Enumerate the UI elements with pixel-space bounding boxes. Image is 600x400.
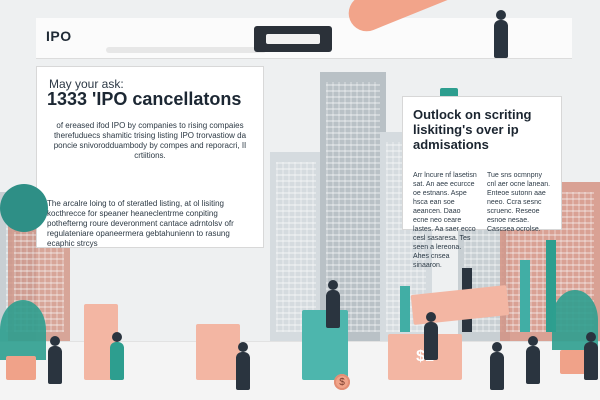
globe-icon <box>0 184 48 232</box>
panel-label: May your ask: <box>49 77 124 91</box>
decor-bar <box>400 286 410 332</box>
coin-icon: $ <box>334 374 350 390</box>
plant-pot <box>6 356 36 380</box>
decor-bar <box>546 240 556 332</box>
person-figure <box>526 336 540 384</box>
panel-paragraph: The arcalre loing to of steratled listin… <box>47 199 234 248</box>
person-figure <box>110 332 124 380</box>
person-figure <box>494 10 508 58</box>
page-title: IPO <box>46 28 72 44</box>
header-line <box>106 47 266 53</box>
left-info-panel: May your ask: 1333 'IPO cancellatons of … <box>36 66 264 248</box>
decor-block <box>302 310 348 380</box>
decor-bar <box>520 260 530 332</box>
right-info-panel: Outlock on scriting liskiting's over ip … <box>402 96 562 269</box>
panel-columns: Arr lncure nf lasetisn sat. An aee ecurc… <box>413 171 551 270</box>
panel-headline: 1333 'IPO cancellatons <box>47 89 242 109</box>
coin-label: $ <box>339 376 345 388</box>
person-figure <box>48 336 62 384</box>
decor-block <box>196 324 240 380</box>
person-figure <box>584 332 598 380</box>
binder-clip <box>254 26 332 52</box>
panel-column: Arr lncure nf lasetisn sat. An aee ecurc… <box>413 172 477 269</box>
person-figure <box>490 342 504 390</box>
person-figure <box>236 342 250 390</box>
person-figure <box>326 280 340 328</box>
panel-column: Tue sns ocmnpny cnl aer ocne lanean. Ent… <box>487 172 551 233</box>
person-figure <box>424 312 438 360</box>
panel-headline: Outlock on scriting liskiting's over ip … <box>413 107 532 152</box>
panel-paragraph: of ereased ifod IPO by companies to risi… <box>53 121 247 160</box>
plant-icon <box>0 300 46 360</box>
